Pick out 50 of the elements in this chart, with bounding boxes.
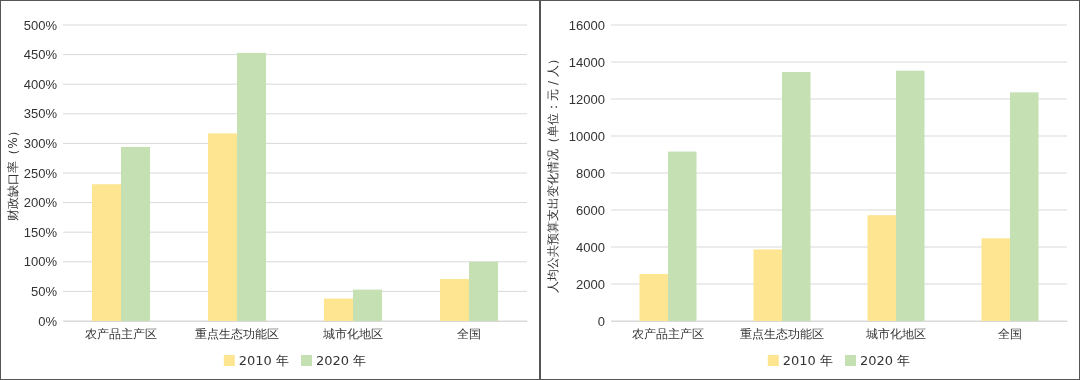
bar [237,52,266,321]
bar [324,298,353,321]
y-tick-label: 16000 [568,17,605,33]
y-axis-title: 财政缺口率（%） [6,125,20,221]
y-tick-label: 8000 [576,165,605,181]
bar [440,278,469,321]
y-tick-label: 100% [23,254,58,270]
x-tick-label: 城市化地区 [322,326,383,341]
x-tick-label: 城市化地区 [865,326,926,341]
bar [353,289,382,321]
y-tick-label: 4000 [576,239,605,255]
legend-label: 2020 年 [316,353,367,368]
y-tick-label: 0 [597,313,605,329]
x-tick-label: 农产品主产区 [85,326,157,341]
y-tick-label: 400% [23,76,58,92]
y-tick-label: 150% [23,224,58,240]
bar [208,133,237,321]
legend-label: 2010 年 [782,353,833,368]
y-tick-label: 300% [23,136,58,152]
y-tick-label: 10000 [568,128,605,144]
bar [639,274,668,321]
x-tick-label: 农产品主产区 [632,326,704,341]
x-tick-label: 重点生态功能区 [740,326,824,341]
bar [92,184,121,321]
x-tick-label: 重点生态功能区 [195,326,279,341]
y-tick-label: 500% [23,17,58,33]
legend-label: 2010 年 [238,353,289,368]
bar [668,151,697,321]
bar [782,71,811,321]
x-tick-label: 全国 [998,326,1022,341]
y-tick-label: 0% [38,313,58,329]
bar [896,70,925,321]
y-tick-label: 450% [23,47,58,63]
y-tick-label: 250% [23,165,58,181]
y-tick-label: 350% [23,106,58,122]
legend-label: 2020 年 [860,353,911,368]
y-tick-label: 12000 [568,91,605,107]
y-tick-label: 14000 [568,54,605,70]
bar [469,261,498,321]
bar [1010,92,1039,321]
y-tick-label: 6000 [576,202,605,218]
bar [867,215,896,321]
bar [121,146,150,321]
bar [981,238,1010,321]
bar [753,249,782,321]
y-tick-label: 2000 [576,276,605,292]
y-axis-title: 人均公共预算支出变化情况（单位：元 / 人） [546,53,560,293]
y-tick-label: 200% [23,195,58,211]
y-tick-label: 50% [30,284,58,300]
x-tick-label: 全国 [457,326,481,341]
